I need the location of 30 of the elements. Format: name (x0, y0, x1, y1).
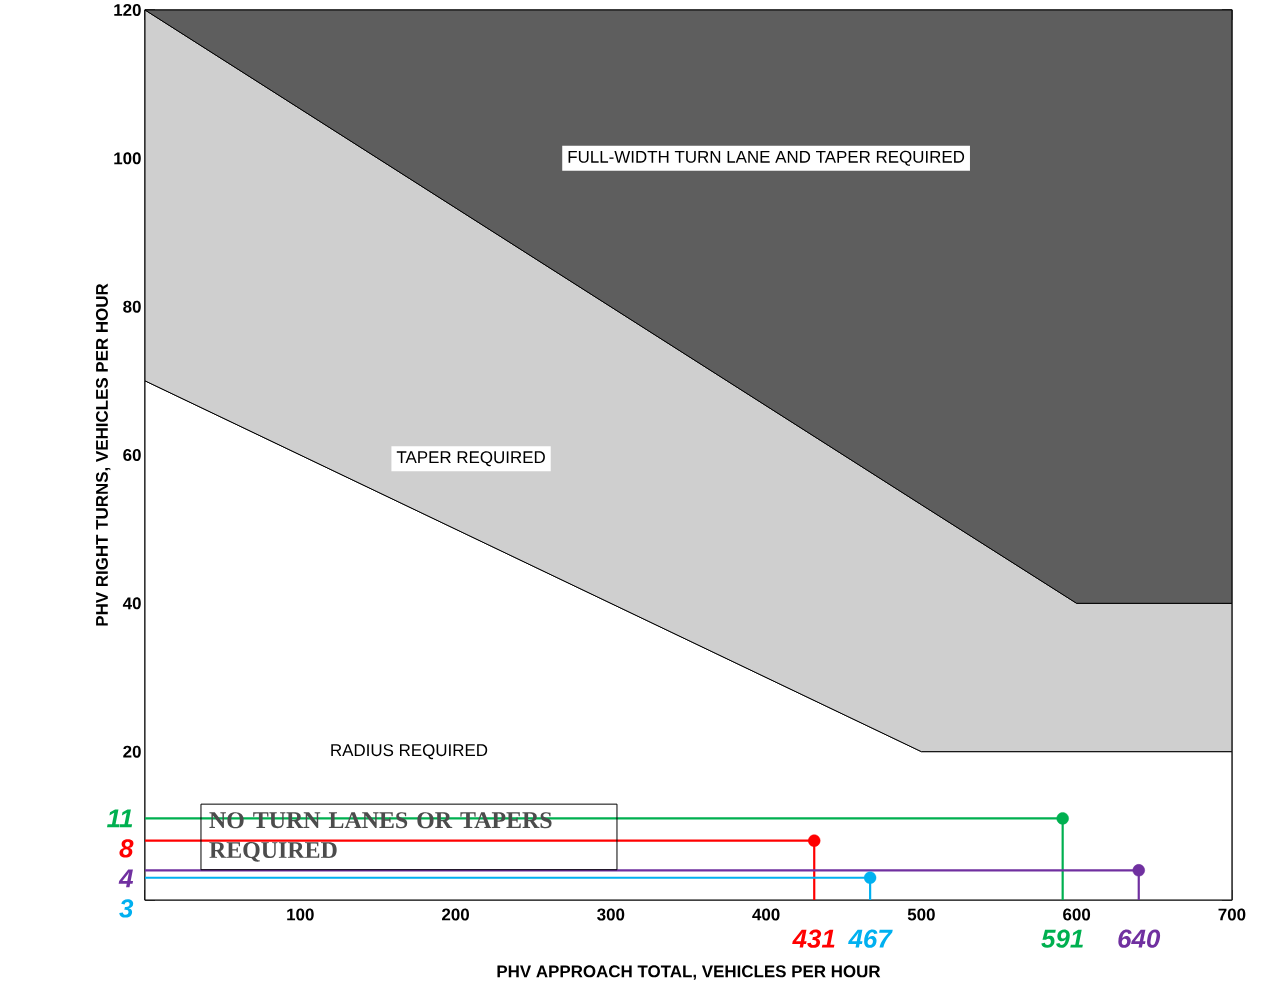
annotation: RADIUS REQUIRED (331, 744, 488, 760)
text: 467 (848, 929, 893, 948)
point (863, 871, 877, 884)
point (808, 834, 821, 847)
text: 640 (1118, 929, 1161, 948)
x-tick-label: 300 (597, 908, 625, 921)
text: 591 (1041, 929, 1083, 948)
annotation: TAPER REQUIRED (396, 451, 545, 467)
annotation: FULL-WIDTH TURN LANE AND TAPER REQUIRED (568, 150, 965, 166)
x-tick-label: 500 (907, 908, 935, 921)
y-tick-label: 40 (122, 597, 141, 610)
y-tick-label: 80 (123, 300, 141, 313)
y-tick-label: 100 (114, 152, 141, 165)
point (1056, 812, 1069, 825)
x-tick-label: 100 (287, 908, 314, 921)
y-tick-label: 60 (123, 448, 141, 461)
x-tick-label: 600 (1063, 908, 1091, 921)
x-tick-label: 700 (1218, 908, 1246, 921)
text: 431 (792, 929, 835, 948)
x-tick-label: 200 (442, 908, 469, 921)
y-tick-label: 20 (123, 745, 141, 758)
point (1132, 864, 1145, 877)
text: 8 (119, 839, 134, 858)
x-axis-title: PHV APPROACH TOTAL, VEHICLES PER HOUR (497, 965, 881, 980)
text: 11 (107, 809, 133, 828)
text: 4 (118, 869, 134, 888)
y-axis-title: PHV RIGHT TURNS, VEHICLES PER HOUR (95, 283, 111, 626)
text: 3 (119, 899, 134, 918)
x-tick-label: 400 (752, 908, 780, 921)
y-tick-label: 120 (114, 3, 141, 16)
